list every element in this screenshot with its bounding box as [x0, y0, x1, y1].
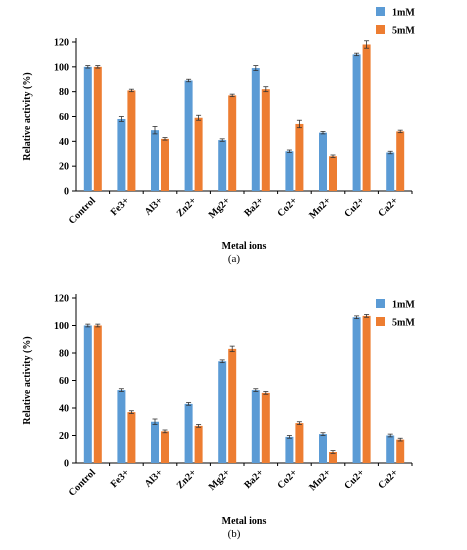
- bar-5mM-Co2+: [295, 123, 304, 191]
- bar-1mM-Zn2+: [184, 80, 193, 191]
- legend: 1mM 5mM: [376, 7, 415, 37]
- bar-1mM-Ca2+: [386, 435, 395, 463]
- y-tick-label: 120: [54, 38, 69, 49]
- legend-swatch-1mM: [376, 299, 385, 308]
- y-tick-label: 80: [59, 87, 69, 98]
- x-tick-label: Control: [67, 195, 98, 226]
- x-tick-label: Ba2+: [242, 467, 266, 491]
- bar-1mM-Al3+: [151, 421, 159, 463]
- y-axis-title: Relative activity (%): [22, 72, 33, 160]
- y-tick-label: 40: [59, 137, 69, 148]
- x-tick-label: Mg2+: [207, 195, 233, 221]
- y-tick-label: 20: [59, 162, 69, 173]
- x-axis-title: Metal ions: [222, 241, 267, 252]
- bar-1mM-Mn2+: [319, 434, 327, 463]
- panel-label: (b): [228, 528, 241, 540]
- bar-5mM-Mg2+: [228, 348, 237, 463]
- x-tick-label: Fe3+: [109, 195, 132, 218]
- bar-5mM-Ba2+: [261, 392, 270, 463]
- bar-5mM-Cu2+: [362, 315, 371, 463]
- y-tick-label: 120: [54, 294, 69, 305]
- bar-5mM-Zn2+: [194, 425, 203, 463]
- bar-1mM-Al3+: [151, 130, 159, 191]
- x-tick-label: Co2+: [276, 467, 300, 491]
- x-tick-label: Fe3+: [109, 467, 132, 490]
- x-tick-label: Al3+: [143, 195, 166, 218]
- x-tick-label: Ca2+: [376, 467, 400, 491]
- x-tick-label: Mn2+: [307, 467, 333, 493]
- legend-swatch-5mM: [376, 25, 385, 34]
- bar-5mM-Co2+: [295, 423, 304, 463]
- x-tick-label: Al3+: [143, 467, 166, 490]
- bar-1mM-Mg2+: [218, 361, 227, 463]
- x-tick-label: Mg2+: [207, 467, 233, 493]
- chart-panel-2: 0 20 40 60 80 100 120 Control Fe3+ Al3+ Zn2+ Mg2+ Ba…: [22, 294, 415, 541]
- x-tick-label: Control: [67, 467, 98, 498]
- bar-5mM-Fe3+: [127, 90, 136, 191]
- bar-1mM-Mg2+: [218, 140, 227, 191]
- bar-1mM-Cu2+: [352, 317, 361, 463]
- y-tick-label: 40: [59, 404, 69, 415]
- legend-label-1mM: 1mM: [392, 300, 415, 311]
- x-tick-label: Cu2+: [342, 467, 367, 492]
- chart-panel-1: 0 20 40 60 80 100 120 Control Fe3+ Al3+ Zn2+ Mg2+ Ba…: [22, 7, 415, 265]
- bar-1mM-Fe3+: [117, 390, 126, 463]
- bar-5mM-Cu2+: [362, 44, 371, 191]
- x-tick-label: Cu2+: [342, 195, 367, 220]
- legend-label-5mM: 5mM: [392, 26, 415, 37]
- y-tick-label: 60: [59, 376, 69, 387]
- bar-1mM-Cu2+: [352, 54, 361, 191]
- bar-5mM-Mn2+: [329, 156, 337, 191]
- y-tick-label: 100: [54, 321, 69, 332]
- x-tick-label: Co2+: [276, 195, 300, 219]
- y-tick-label: 100: [54, 62, 69, 73]
- x-tick-label: Ca2+: [376, 195, 400, 219]
- bar-1mM-Mn2+: [319, 132, 327, 191]
- bar-1mM-Co2+: [285, 436, 294, 463]
- legend-swatch-1mM: [376, 7, 385, 16]
- bar-1mM-Control: [83, 325, 92, 463]
- bar-5mM-Ca2+: [396, 131, 405, 191]
- y-tick-label: 0: [64, 459, 69, 470]
- x-tick-label: Ba2+: [242, 195, 266, 219]
- x-tick-label: Mn2+: [307, 195, 333, 221]
- legend-label-5mM: 5mM: [392, 318, 415, 329]
- bar-5mM-Mn2+: [329, 452, 337, 463]
- x-tick-label: Zn2+: [175, 467, 199, 491]
- panel-label: (a): [228, 253, 241, 265]
- bar-5mM-Mg2+: [228, 95, 237, 191]
- bar-5mM-Control: [93, 325, 102, 463]
- bar-1mM-Ca2+: [386, 152, 395, 191]
- bar-5mM-Ba2+: [261, 89, 270, 191]
- legend-label-1mM: 1mM: [392, 8, 415, 19]
- bar-1mM-Zn2+: [184, 403, 193, 463]
- y-axis-title: Relative activity (%): [22, 336, 33, 424]
- bar-5mM-Control: [93, 66, 102, 191]
- y-tick-label: 60: [59, 112, 69, 123]
- bar-5mM-Al3+: [161, 138, 169, 191]
- bar-5mM-Zn2+: [194, 117, 203, 191]
- bar-1mM-Fe3+: [117, 118, 126, 191]
- x-axis-title: Metal ions: [222, 516, 267, 527]
- legend-swatch-5mM: [376, 317, 385, 326]
- bar-5mM-Ca2+: [396, 439, 405, 463]
- bar-1mM-Ba2+: [251, 68, 260, 191]
- y-tick-label: 0: [64, 187, 69, 198]
- legend: 1mM 5mM: [376, 299, 415, 329]
- bar-1mM-Co2+: [285, 151, 294, 191]
- y-tick-label: 20: [59, 431, 69, 442]
- bar-1mM-Ba2+: [251, 390, 260, 463]
- y-tick-label: 80: [59, 349, 69, 360]
- bar-5mM-Al3+: [161, 431, 169, 463]
- x-tick-label: Zn2+: [175, 195, 199, 219]
- bar-5mM-Fe3+: [127, 412, 136, 463]
- bar-1mM-Control: [83, 66, 92, 191]
